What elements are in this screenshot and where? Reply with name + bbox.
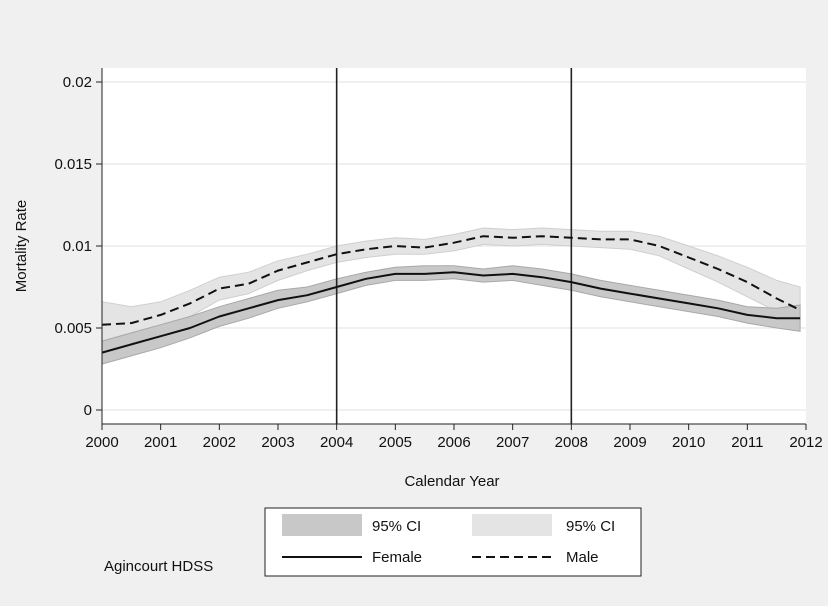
ci-band-female xyxy=(101,265,801,365)
y-tick-label: 0.015 xyxy=(54,156,92,173)
x-tick-label: 2006 xyxy=(437,434,470,451)
x-tick-label: 2009 xyxy=(613,434,646,451)
x-tick-label: 2010 xyxy=(672,434,705,451)
x-tick-label: 2007 xyxy=(496,434,529,451)
reference-line-layer xyxy=(335,68,573,424)
y-axis-label: Mortality Rate xyxy=(13,200,30,293)
x-tick-label: 2012 xyxy=(789,434,822,451)
legend-label-male-ci: 95% CI xyxy=(566,518,615,535)
x-tick-label: 2002 xyxy=(203,434,236,451)
legend-swatch-male-ci xyxy=(472,514,552,536)
y-tick-label: 0 xyxy=(84,402,92,419)
y-tick-label: 0.005 xyxy=(54,320,92,337)
y-tick-label: 0.01 xyxy=(63,238,92,255)
x-tick-label: 2004 xyxy=(320,434,353,451)
legend-label-female-ci: 95% CI xyxy=(372,518,421,535)
x-tick-label: 2001 xyxy=(144,434,177,451)
legend-swatch-female-ci xyxy=(282,514,362,536)
x-axis-label: Calendar Year xyxy=(404,473,499,490)
series-line-layer xyxy=(101,235,801,354)
axis-layer: 0 0.005 0.01 0.015 0.02 2000 2001 2002 2003 2004 2… xyxy=(54,68,823,451)
series-line-male xyxy=(101,235,801,326)
x-tick-label: 2000 xyxy=(85,434,118,451)
legend-label-male: Male xyxy=(566,549,599,566)
legend-label-female: Female xyxy=(372,549,422,566)
legend: 95% CI 95% CI Female Male xyxy=(264,507,642,577)
ci-band-layer xyxy=(101,227,801,365)
y-tick-label: 0.02 xyxy=(63,74,92,91)
source-note: Agincourt HDSS xyxy=(104,558,213,575)
x-tick-label: 2005 xyxy=(379,434,412,451)
x-tick-label: 2003 xyxy=(261,434,294,451)
x-tick-label: 2008 xyxy=(555,434,588,451)
x-tick-label: 2011 xyxy=(731,434,763,451)
series-line-female xyxy=(101,271,801,354)
